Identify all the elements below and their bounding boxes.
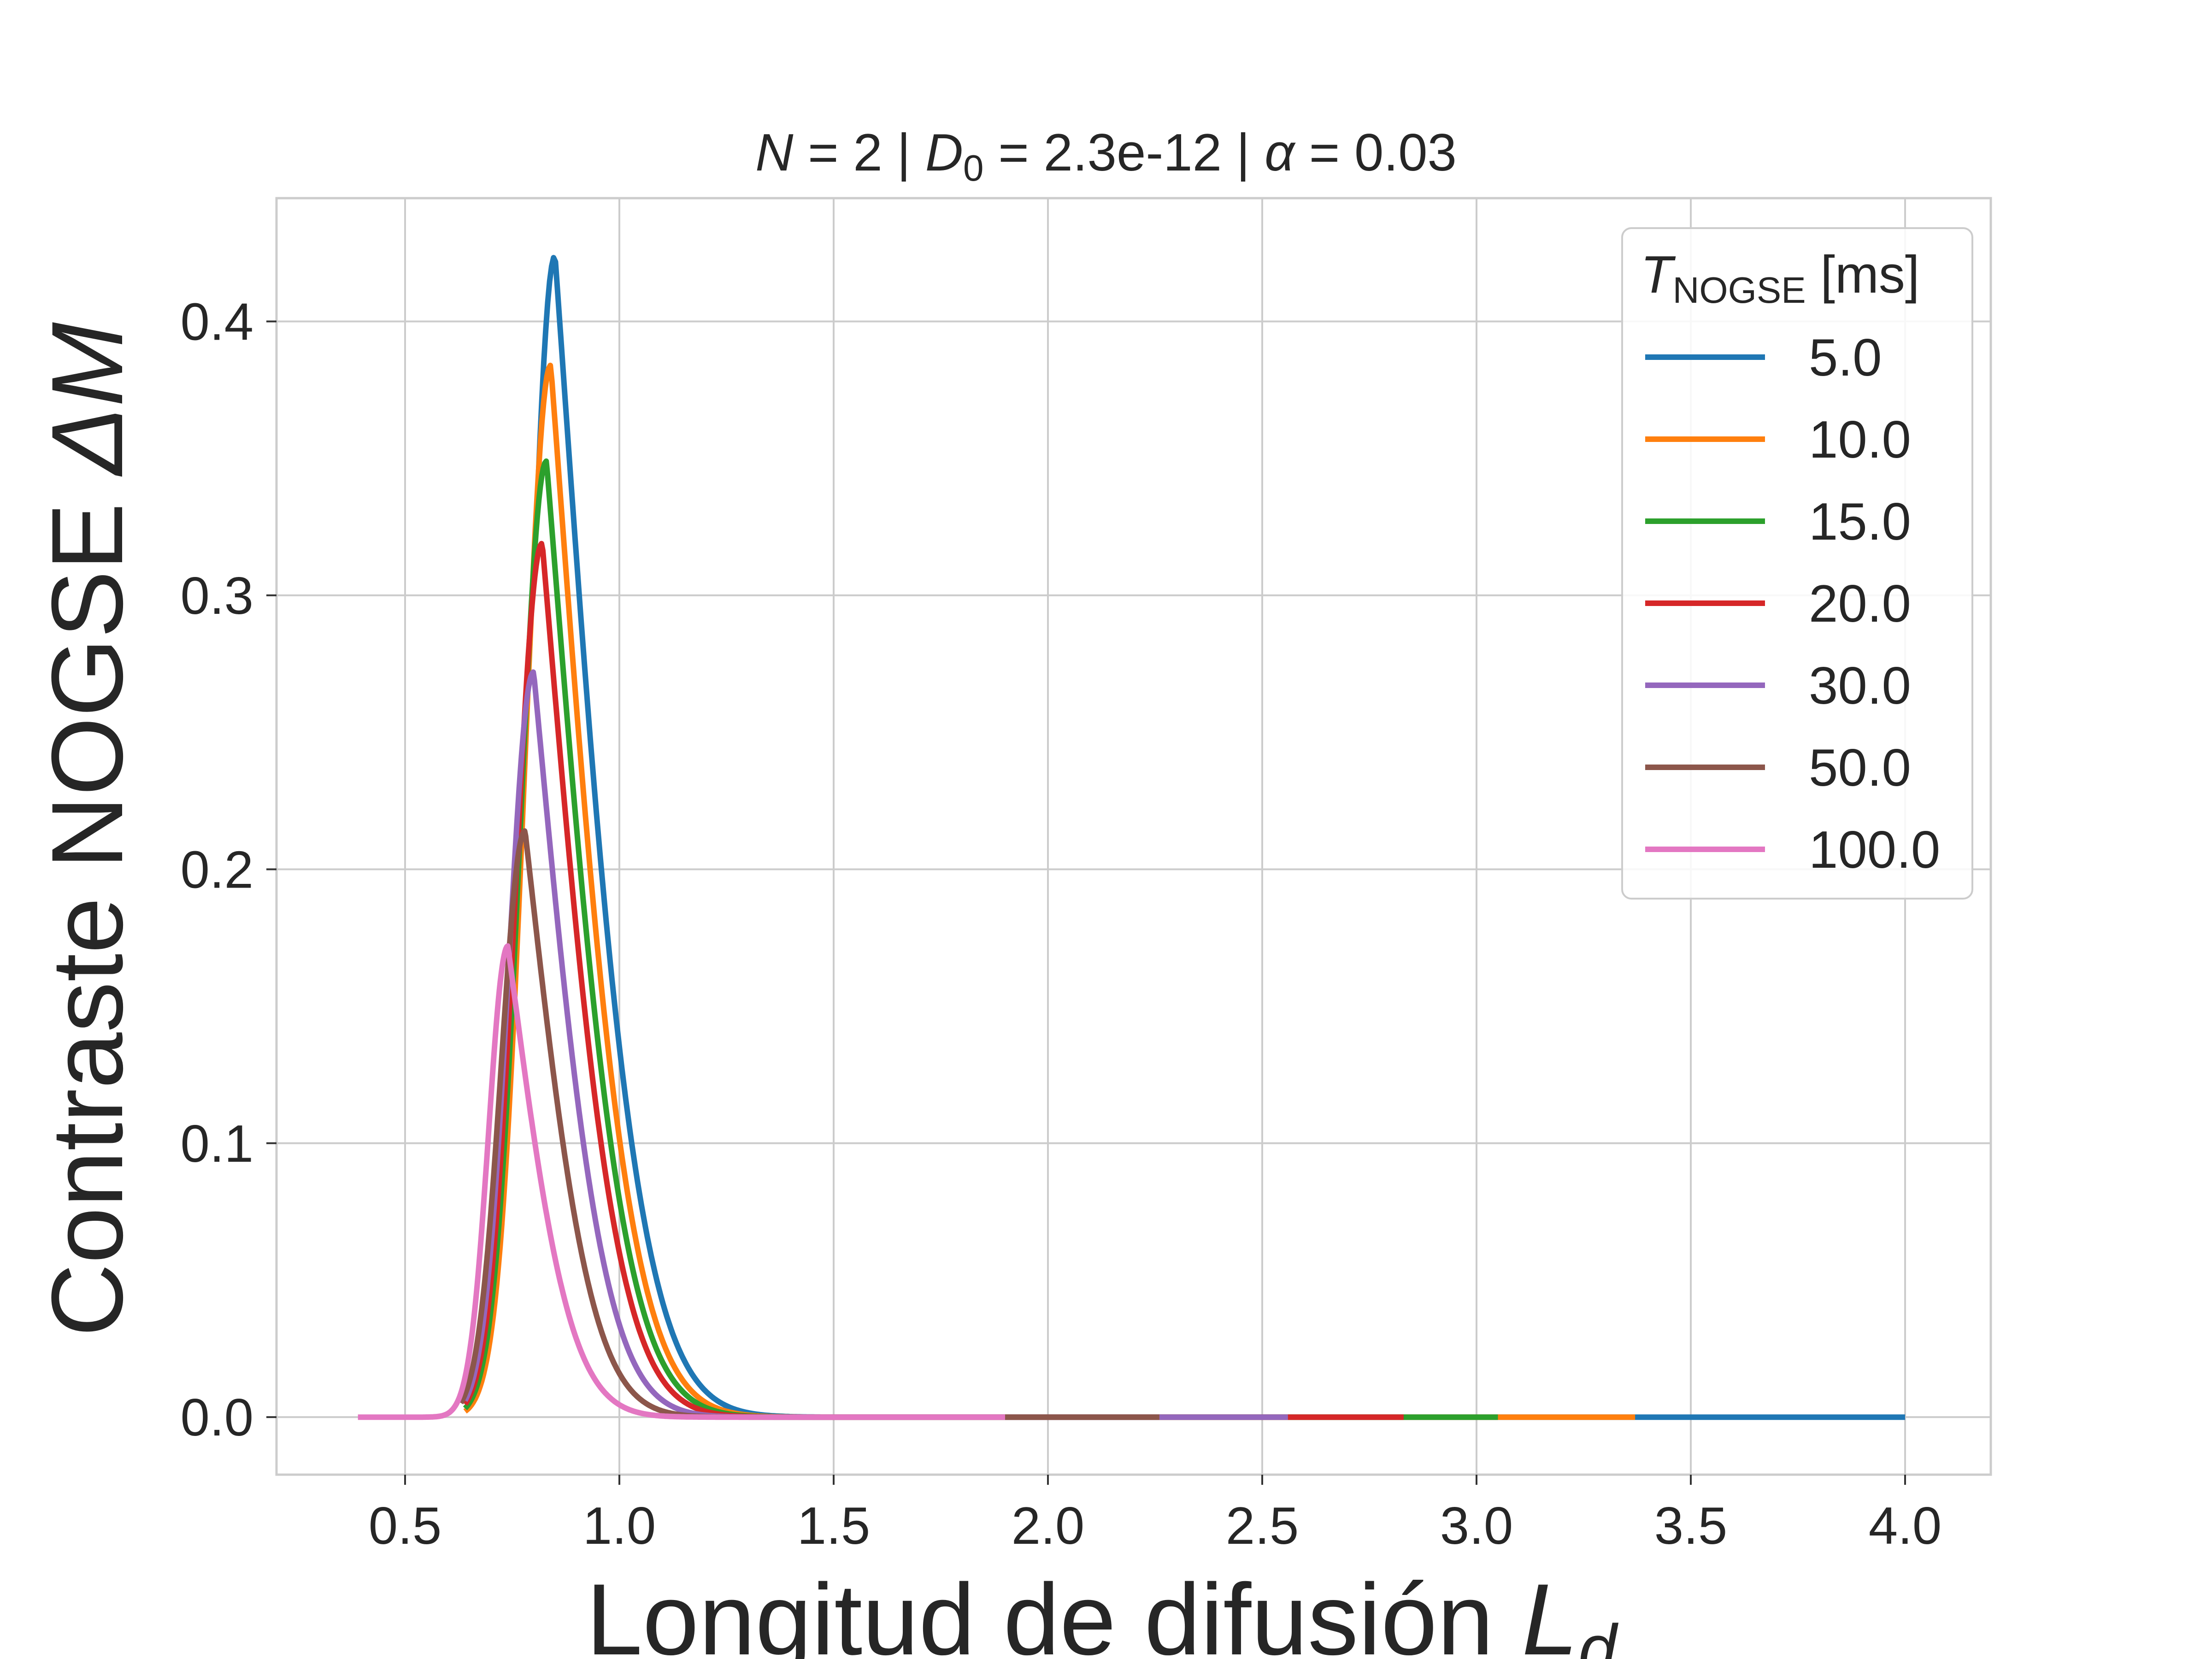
x-tick-label: 0.5 bbox=[369, 1497, 441, 1555]
x-axis-label: Longitud de difusión Ld bbox=[586, 1563, 1619, 1659]
legend-label: 15.0 bbox=[1809, 493, 1911, 551]
x-tick-label: 2.0 bbox=[1012, 1497, 1084, 1555]
x-tick-label: 4.0 bbox=[1869, 1497, 1941, 1555]
legend-label: 5.0 bbox=[1809, 329, 1882, 387]
y-axis-label: Contraste NOGSE ΔM bbox=[30, 322, 144, 1337]
series-lines bbox=[356, 255, 1906, 1420]
x-tick-label: 3.5 bbox=[1654, 1497, 1727, 1555]
series-line-100-0 bbox=[356, 943, 1007, 1420]
legend: TNOGSE [ms] 5.0 10.0 15.0 20.0 30.0 50.0 100.0 bbox=[1621, 227, 1973, 900]
y-tick-label: 0.2 bbox=[181, 841, 253, 899]
legend-label: 30.0 bbox=[1809, 657, 1911, 715]
x-tick-label: 1.5 bbox=[797, 1497, 870, 1555]
x-tick-label: 3.0 bbox=[1440, 1497, 1513, 1555]
legend-label: 10.0 bbox=[1809, 411, 1911, 469]
chart-title: N = 2 | D0 = 2.3e-12 | α = 0.03 bbox=[755, 124, 1457, 188]
legend-label: 100.0 bbox=[1809, 821, 1940, 879]
series-line-50-0 bbox=[458, 828, 1161, 1420]
y-tick-label: 0.0 bbox=[181, 1388, 253, 1447]
y-tick-label: 0.3 bbox=[181, 567, 253, 625]
series-line-10-0 bbox=[463, 363, 1636, 1420]
x-tick-label: 1.0 bbox=[583, 1497, 656, 1555]
x-tick-label: 2.5 bbox=[1226, 1497, 1299, 1555]
y-tick-label: 0.1 bbox=[181, 1115, 253, 1173]
y-tick-label: 0.4 bbox=[181, 293, 253, 351]
legend-title: TNOGSE [ms] bbox=[1641, 246, 1920, 311]
plot-frame bbox=[275, 197, 1992, 1476]
legend-label: 20.0 bbox=[1809, 575, 1911, 633]
legend-label: 50.0 bbox=[1809, 739, 1911, 797]
legend-box bbox=[1621, 227, 1973, 900]
legend-items: 5.0 10.0 15.0 20.0 30.0 50.0 100.0 bbox=[1645, 329, 1940, 879]
axis-ticks: 0.5 1.0 1.5 2.0 2.5 3.0 3.5 4.0 0.0 0.1 0.2 0.3 0.4 bbox=[181, 293, 1942, 1555]
